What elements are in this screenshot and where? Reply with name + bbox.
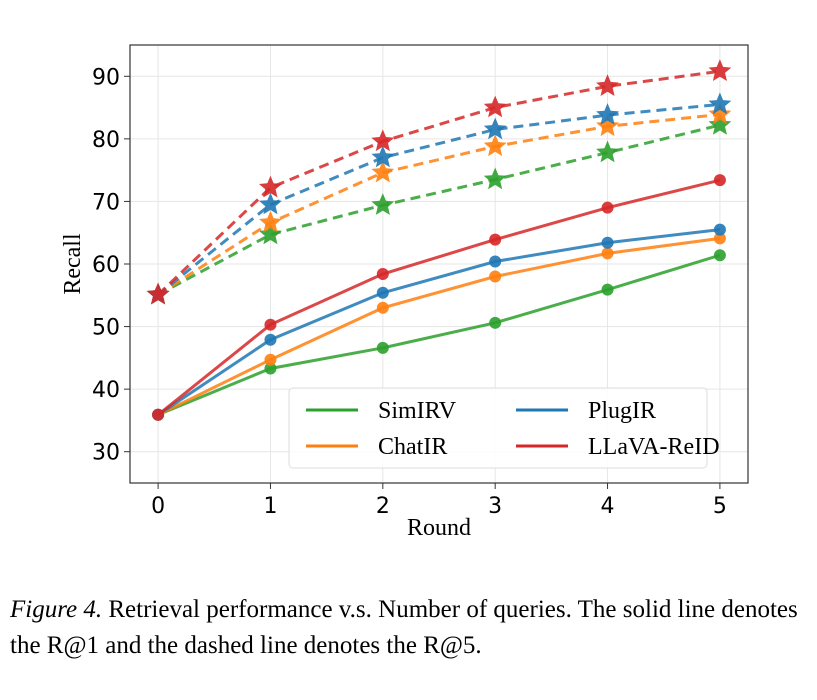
data-point-circle	[713, 174, 726, 187]
caption-text: Retrieval performance v.s. Number of que…	[10, 596, 798, 659]
data-point-circle	[376, 286, 389, 299]
x-tick-label: 4	[601, 494, 615, 519]
y-tick-label: 90	[92, 65, 120, 90]
data-point-star	[371, 160, 395, 183]
line-chart: 0 1 2 3 4 5 30 40 50 60 70 80 90 Round Recall SimIRV…	[60, 44, 749, 541]
series-line-chatir-r1	[157, 236, 721, 417]
legend-label: ChatIR	[378, 434, 447, 460]
data-point-circle	[376, 341, 389, 354]
data-point-star	[259, 175, 282, 198]
legend-label: SimIRV	[378, 398, 457, 424]
series-line-plugir-r1	[157, 228, 721, 417]
series-line-simirv-r5	[157, 123, 721, 296]
y-tick-label: 70	[92, 190, 120, 215]
y-tick-label: 50	[92, 316, 120, 341]
data-point-star	[259, 210, 282, 233]
y-tick-label: 40	[92, 378, 120, 403]
data-point-star	[146, 282, 170, 305]
series-line-chatir-r5	[157, 112, 721, 296]
data-point-circle	[489, 270, 502, 283]
data-point-star	[596, 74, 619, 96]
data-point-circle	[376, 301, 389, 314]
data-point-star	[483, 134, 507, 157]
series-line-llava-reid-r5	[157, 69, 721, 296]
x-tick-label: 2	[376, 494, 390, 519]
data-point-star	[708, 59, 732, 81]
x-tick-label: 0	[151, 494, 165, 519]
y-tick-label: 80	[92, 128, 120, 153]
legend: SimIRV PlugIR ChatIR LLaVA-ReID	[288, 387, 720, 469]
data-point-circle	[713, 249, 726, 262]
data-point-circle	[489, 255, 502, 268]
data-point-star	[596, 140, 619, 163]
data-point-star	[371, 129, 395, 152]
data-point-star	[371, 145, 395, 168]
data-point-circle	[152, 408, 165, 421]
legend-label: LLaVA-ReID	[588, 434, 720, 460]
series-line-plugir-r5	[157, 102, 721, 296]
x-tick-label: 1	[263, 494, 277, 519]
data-point-star	[483, 95, 507, 118]
data-point-circle	[264, 353, 277, 366]
data-point-circle	[264, 318, 277, 331]
caption-label: Figure 4.	[10, 596, 103, 623]
data-point-star	[483, 167, 507, 190]
data-point-circle	[713, 232, 726, 245]
data-point-star	[708, 92, 732, 115]
data-point-circle	[601, 201, 614, 214]
y-axis-label: Recall	[60, 233, 86, 295]
series-line-simirv-r1	[157, 253, 721, 417]
data-point-star	[259, 192, 282, 215]
data-point-circle	[489, 316, 502, 329]
y-tick-label: 30	[92, 441, 120, 466]
data-point-star	[596, 114, 619, 137]
data-point-star	[708, 102, 732, 125]
series-line-llava-reid-r1	[157, 178, 721, 416]
data-point-star	[596, 103, 619, 125]
x-tick-label: 3	[488, 494, 502, 519]
data-point-star	[483, 117, 507, 140]
figure-caption: Figure 4. Retrieval performance v.s. Num…	[10, 592, 810, 664]
legend-box	[288, 387, 708, 469]
data-point-star	[259, 222, 282, 245]
legend-label: PlugIR	[588, 398, 656, 424]
ticks: 0 1 2 3 4 5 30 40 50 60 70 80 90	[92, 65, 727, 519]
series-group	[146, 59, 732, 421]
data-point-circle	[264, 333, 277, 346]
data-point-circle	[489, 233, 502, 246]
data-point-circle	[264, 362, 277, 375]
data-point-circle	[376, 268, 389, 281]
x-tick-label: 5	[713, 494, 727, 519]
data-point-star	[708, 113, 732, 135]
data-point-star	[371, 193, 395, 215]
data-point-circle	[601, 247, 614, 260]
y-tick-label: 60	[92, 253, 120, 278]
data-point-circle	[601, 236, 614, 249]
data-point-circle	[601, 283, 614, 296]
data-point-circle	[713, 223, 726, 236]
x-axis-label: Round	[407, 515, 471, 541]
